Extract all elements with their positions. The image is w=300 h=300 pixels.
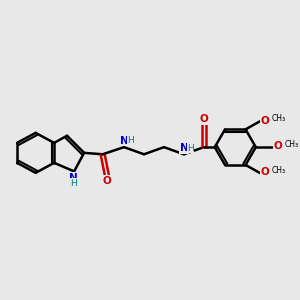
Text: O: O bbox=[261, 167, 269, 177]
Text: H: H bbox=[187, 143, 194, 152]
Text: H: H bbox=[70, 179, 77, 188]
Text: O: O bbox=[274, 141, 282, 151]
Text: O: O bbox=[261, 116, 269, 125]
Text: O: O bbox=[103, 176, 111, 186]
Text: O: O bbox=[200, 114, 208, 124]
Text: N: N bbox=[120, 136, 128, 146]
Text: CH₃: CH₃ bbox=[272, 166, 286, 175]
Text: H: H bbox=[127, 136, 134, 146]
Text: CH₃: CH₃ bbox=[285, 140, 299, 149]
Text: N: N bbox=[180, 143, 188, 153]
Text: N: N bbox=[69, 173, 78, 183]
Text: CH₃: CH₃ bbox=[272, 114, 286, 123]
